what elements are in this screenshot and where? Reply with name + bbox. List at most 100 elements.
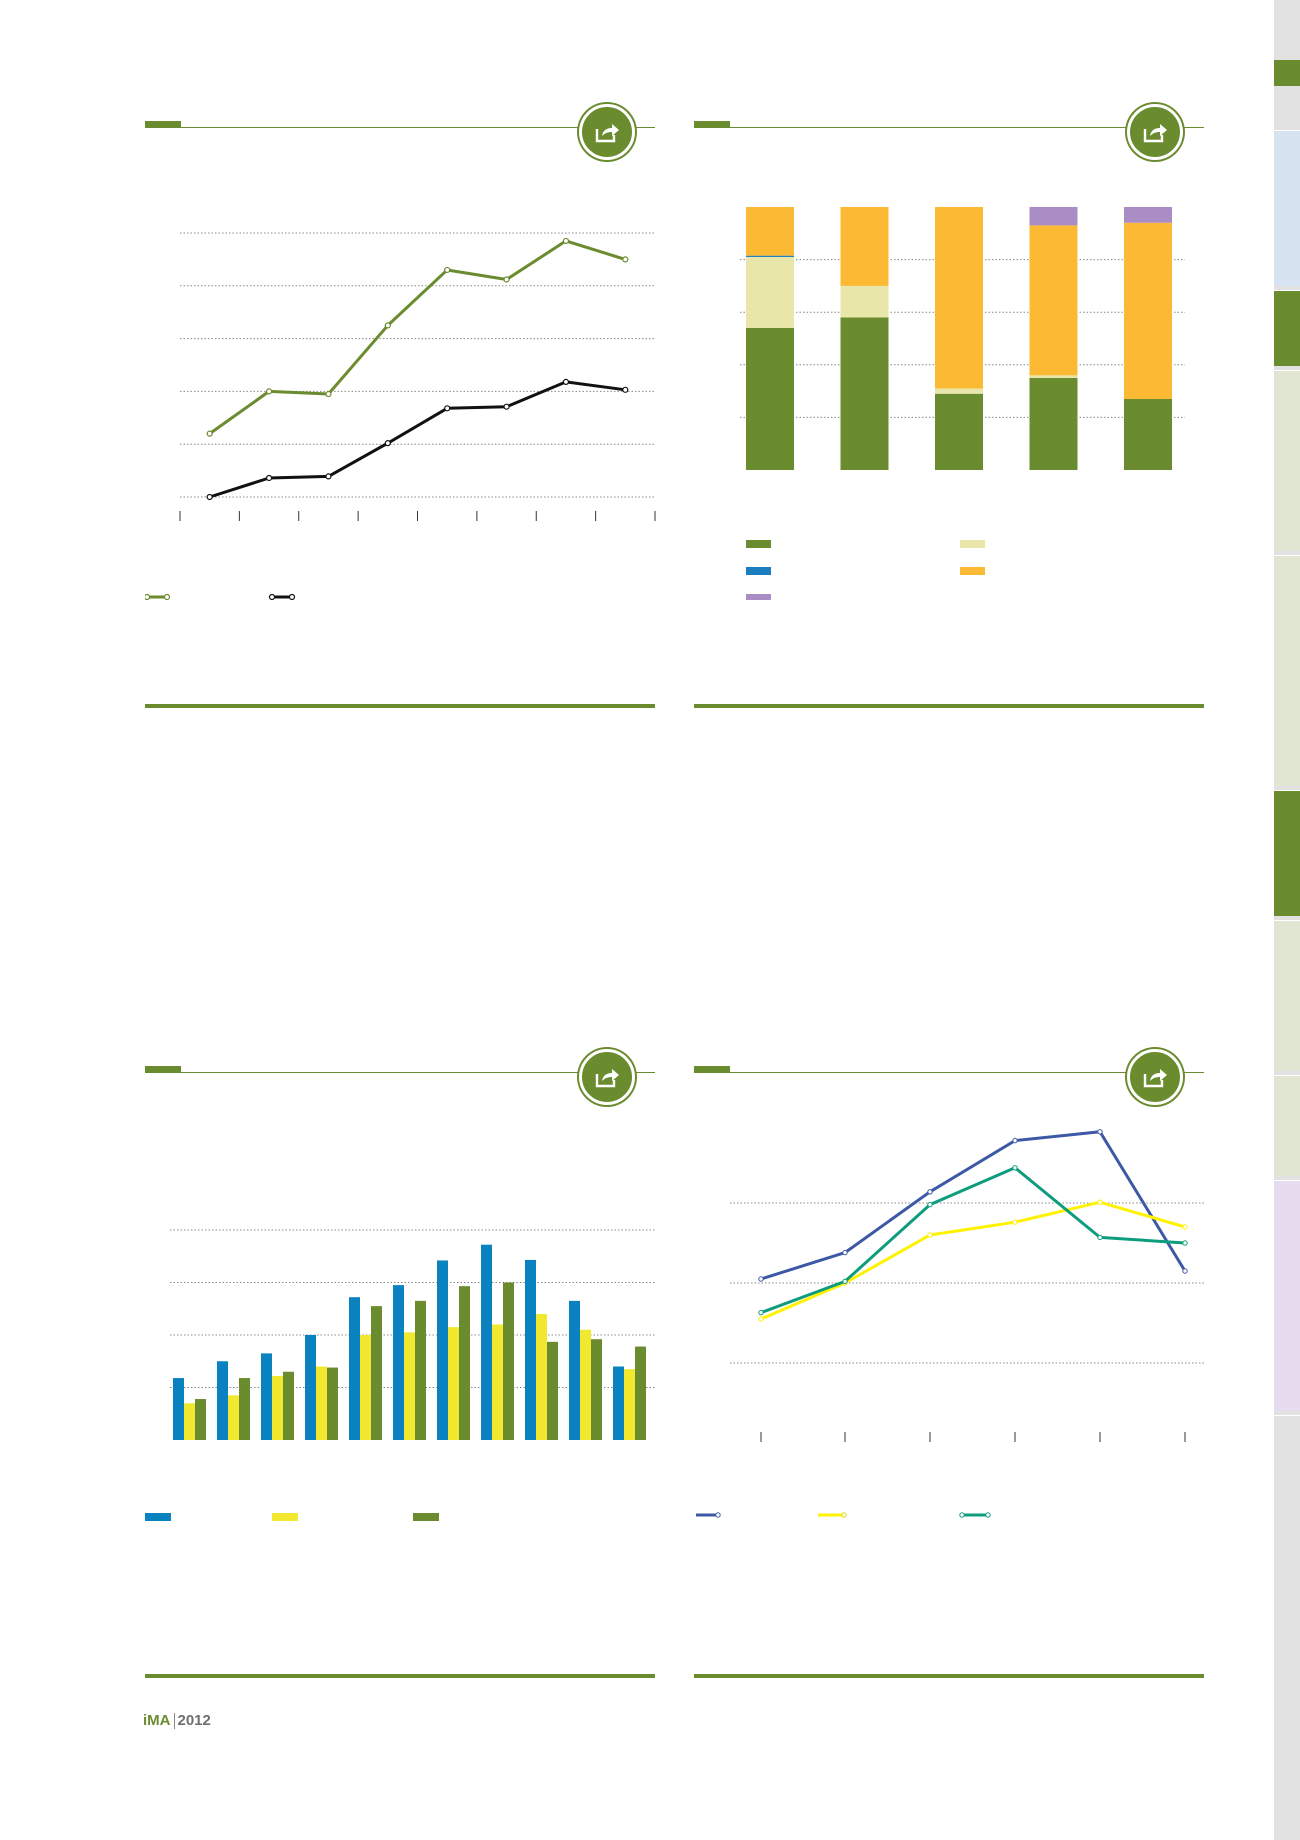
bar <box>613 1366 624 1440</box>
bar <box>404 1332 415 1440</box>
grouped-bar-legend <box>145 1510 445 1528</box>
legend-swatch-purple <box>746 594 771 602</box>
series-line-2 <box>209 380 626 499</box>
data-point <box>1097 1199 1103 1205</box>
bar-segment <box>1029 375 1078 378</box>
bar <box>261 1353 272 1440</box>
panel-1-share-button[interactable] <box>579 104 635 160</box>
bar <box>547 1341 558 1440</box>
sidebar-tab[interactable] <box>1274 1180 1300 1411</box>
sidebar-tab[interactable] <box>1274 555 1300 786</box>
bar <box>492 1324 503 1440</box>
series-line-3 <box>760 1166 1186 1315</box>
data-point <box>503 276 510 283</box>
bar <box>316 1366 327 1440</box>
panel-4-header-rule <box>694 1072 1204 1073</box>
panel-1-tag <box>145 121 181 127</box>
bar <box>569 1300 580 1440</box>
panel-2-bottom-rule <box>694 704 1204 708</box>
data-point <box>1097 1129 1103 1135</box>
bar <box>580 1329 591 1440</box>
panel-3-tag <box>145 1066 181 1072</box>
grouped-bar-chart <box>170 1229 655 1440</box>
share-icon <box>1143 124 1167 143</box>
bar-segment <box>935 388 983 394</box>
bar-segment <box>746 256 794 328</box>
bar <box>239 1378 250 1440</box>
bar-segment <box>746 255 794 257</box>
data-point <box>384 322 391 329</box>
bar <box>305 1335 316 1440</box>
bar <box>371 1306 382 1440</box>
bar-segment <box>746 327 794 470</box>
bar <box>536 1314 547 1440</box>
series-line-1 <box>208 239 626 435</box>
series-line-1 <box>760 1130 1187 1281</box>
series-line-2 <box>760 1200 1186 1321</box>
panel-2-header-rule <box>694 127 1204 128</box>
panel-1-header-rule <box>145 127 655 128</box>
bar-segment <box>1124 398 1172 470</box>
data-point <box>1182 1224 1188 1230</box>
bar <box>393 1285 404 1440</box>
data-point <box>265 474 273 482</box>
legend-swatch-blue <box>746 567 771 575</box>
sidebar-tab[interactable] <box>1274 1415 1300 1840</box>
panel-3-share-button[interactable] <box>579 1049 635 1105</box>
legend-swatch-green <box>413 1513 439 1521</box>
line-chart-2 <box>730 1129 1205 1442</box>
bar <box>415 1300 426 1440</box>
bar <box>184 1403 195 1440</box>
bar <box>173 1378 184 1440</box>
bar-segment <box>840 207 889 286</box>
data-point <box>206 493 213 501</box>
panel-2-share-button[interactable] <box>1127 104 1183 160</box>
data-point <box>758 1316 764 1322</box>
bar-segment <box>840 285 889 318</box>
bar <box>448 1327 459 1440</box>
bar <box>217 1361 228 1440</box>
bar-segment <box>1124 207 1172 223</box>
bar <box>525 1259 536 1440</box>
data-point <box>758 1309 764 1316</box>
sidebar-tab[interactable] <box>1274 1075 1300 1176</box>
logo-divider <box>173 1712 175 1729</box>
line-chart-1 <box>179 232 656 521</box>
sidebar-tab[interactable] <box>1274 370 1300 551</box>
bar <box>459 1286 470 1440</box>
sidebar-tab[interactable] <box>1274 790 1300 916</box>
data-point <box>927 1201 933 1208</box>
sidebar-tab[interactable] <box>1274 920 1300 1071</box>
bar <box>624 1369 635 1440</box>
share-icon <box>595 1069 619 1088</box>
bar-segment <box>1029 207 1078 226</box>
data-point <box>562 237 570 245</box>
sidebar-tab[interactable] <box>1274 290 1300 366</box>
bar <box>195 1399 206 1440</box>
share-icon <box>595 124 619 143</box>
bar-segment <box>1029 377 1078 470</box>
brand-name: iMA <box>143 1712 171 1729</box>
data-point <box>842 1249 848 1256</box>
line-chart-1-legend <box>143 590 305 608</box>
bar <box>591 1339 602 1440</box>
bar-segment <box>1029 225 1078 376</box>
bar <box>437 1260 448 1440</box>
data-point <box>444 266 451 274</box>
data-point <box>927 1232 933 1238</box>
data-point <box>842 1278 848 1285</box>
bar <box>481 1244 492 1440</box>
data-point <box>1182 1268 1188 1274</box>
bar-segment <box>935 207 983 389</box>
bar-segment <box>1124 222 1172 399</box>
data-point <box>265 388 273 395</box>
legend-swatch-light-yellow <box>960 540 985 548</box>
data-point <box>1182 1240 1188 1246</box>
legend-swatch-green <box>746 540 771 548</box>
data-point <box>1012 1137 1018 1144</box>
panel-4-share-button[interactable] <box>1127 1049 1183 1105</box>
data-point <box>927 1189 933 1195</box>
bar-segment <box>746 207 794 256</box>
bar <box>228 1395 239 1440</box>
sidebar-tab[interactable] <box>1274 130 1300 286</box>
